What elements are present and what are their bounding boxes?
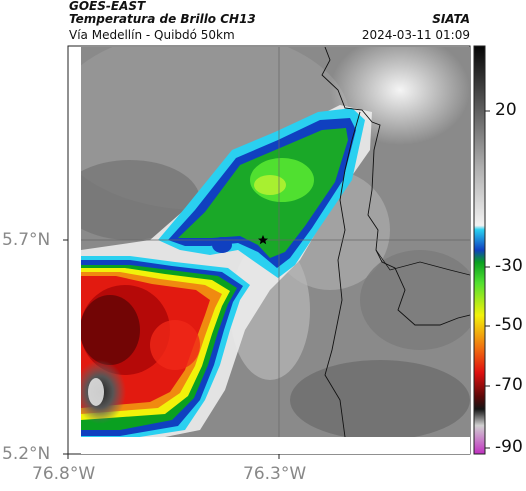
colorbar-tick-label: -30 <box>495 256 523 276</box>
star-icon <box>258 235 268 245</box>
colorbar-tick-label: -90 <box>495 437 523 457</box>
datetime-label: 2024-03-11 01:09 <box>361 28 470 42</box>
colorbar-tick-label: 20 <box>495 100 517 120</box>
product-title: Temperatura de Brillo CH13 <box>69 12 256 26</box>
organization-label: SIATA <box>432 12 470 26</box>
brightness-temperature-field <box>81 47 470 437</box>
lat-tick-label: 5.7°N <box>2 230 51 250</box>
satellite-source: GOES-EAST <box>69 0 146 13</box>
lon-tick-label: 76.3°W <box>243 464 307 484</box>
colorbar-tick-label: -70 <box>495 375 523 395</box>
lat-tick-label: 5.2°N <box>2 444 51 464</box>
colorbar <box>473 45 486 455</box>
region-label: Vía Medellín - Quibdó 50km <box>69 28 235 42</box>
lon-tick-label: 76.8°W <box>32 464 96 484</box>
colorbar-tick-label: -50 <box>495 315 523 335</box>
